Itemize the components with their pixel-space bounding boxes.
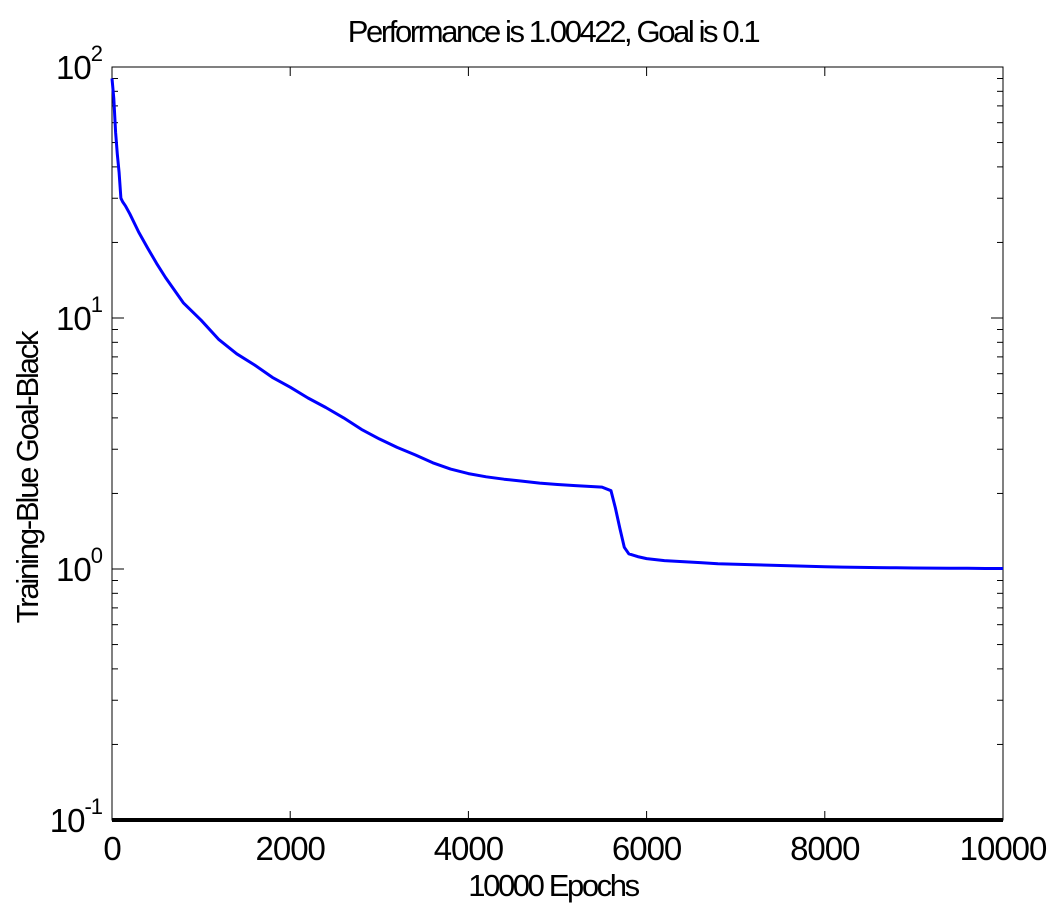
- plot-area: 0 2000 4000 6000 8000 10000 10-1 100 101 102: [50, 41, 1048, 867]
- y-tick-label: 102: [56, 41, 103, 86]
- x-tick-label: 10000: [960, 830, 1047, 867]
- x-tick-label: 8000: [790, 830, 860, 867]
- x-tick-label: 0: [103, 830, 121, 867]
- y-tick-label: 10-1: [50, 794, 103, 839]
- x-tick-label: 2000: [255, 830, 325, 867]
- x-axis-label: 10000 Epochs: [468, 868, 639, 903]
- training-line: [110, 78, 1003, 570]
- y-tick-label: 100: [56, 543, 103, 588]
- y-axis-label: Training-Blue Goal-Black: [10, 330, 45, 623]
- chart-title: Performance is 1.00422, Goal is 0.1: [348, 14, 760, 49]
- x-tick-label: 4000: [434, 830, 504, 867]
- y-tick-label: 101: [56, 292, 103, 337]
- x-tick-label: 6000: [612, 830, 682, 867]
